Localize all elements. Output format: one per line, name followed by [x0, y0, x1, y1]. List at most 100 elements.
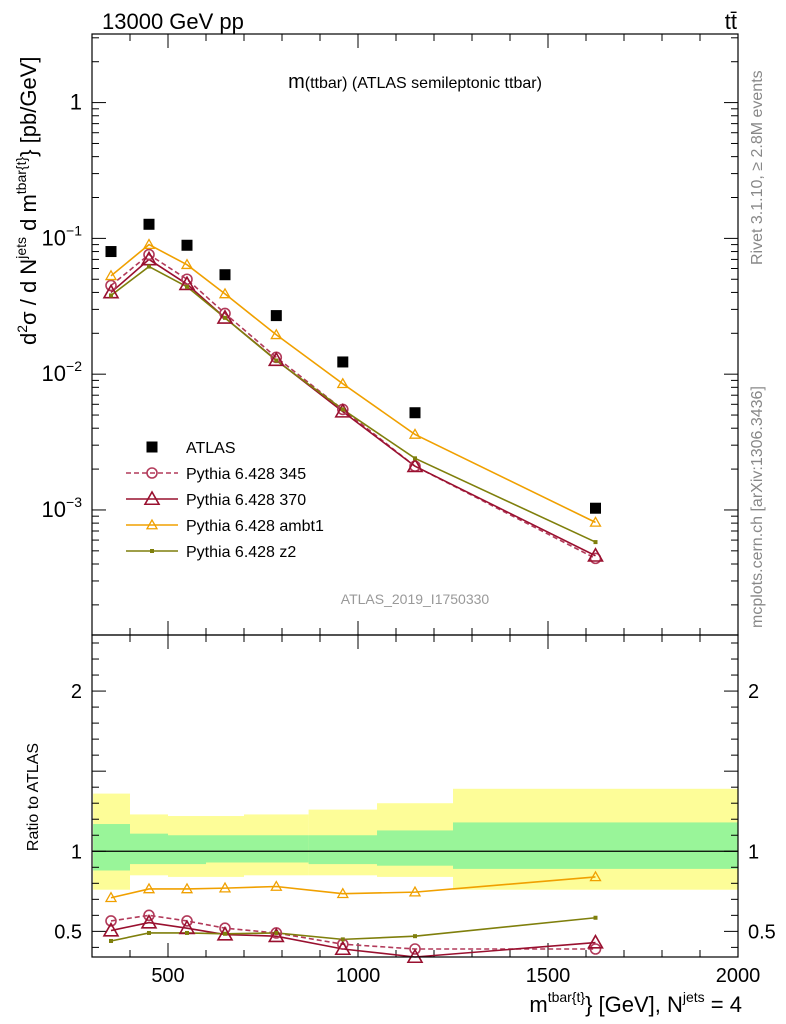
ratio-inner-band — [377, 830, 453, 866]
ratio-data-point — [143, 909, 155, 922]
legend-label: Pythia 6.428 z2 — [186, 544, 296, 561]
ratio-data-point — [102, 921, 120, 937]
watermark: ATLAS_2019_I1750330 — [341, 591, 490, 607]
ratio-inner-band — [453, 822, 738, 869]
ratio-data-point — [270, 880, 283, 891]
header-left: 13000 GeV pp — [102, 9, 244, 34]
ratio-data-point — [340, 937, 345, 942]
ratio-data-point — [147, 930, 151, 935]
ratio-y-tick-label-right: 1 — [748, 841, 759, 863]
ratio-data-point — [593, 915, 598, 920]
plot-title-main: m — [288, 71, 305, 93]
ratio-series-line — [110, 876, 596, 899]
main-data-point — [142, 238, 156, 249]
legend-marker — [143, 490, 161, 506]
ratio-y-tick-label-right: 0.5 — [748, 921, 776, 943]
ratio-data-point — [587, 933, 604, 949]
ratio-data-point — [216, 925, 234, 941]
legend-label: Pythia 6.428 370 — [186, 492, 306, 509]
legend-marker — [145, 518, 159, 530]
main-series-line — [110, 258, 596, 557]
main-data-point — [409, 407, 421, 419]
main-data-point — [185, 284, 189, 289]
ratio-inner-band — [130, 833, 168, 865]
x-tick-label: 1000 — [336, 965, 381, 987]
ratio-data-point — [589, 943, 602, 955]
main-data-point — [340, 407, 345, 412]
ratio-inner-band — [168, 835, 206, 865]
main-ticks: 10−3 10−2 10−1 1 — [42, 34, 739, 635]
main-series-line — [110, 243, 596, 524]
ratio-inner-band — [93, 824, 130, 871]
main-data-point — [178, 275, 196, 291]
main-data-point — [589, 516, 602, 527]
rivet-label: Rivet 3.1.10, ≥ 2.8M events — [749, 70, 766, 265]
main-data-point — [102, 283, 120, 299]
ratio-data-point — [104, 891, 118, 903]
ratio-inner-band — [308, 835, 377, 865]
main-data-point — [219, 269, 231, 281]
ratio-data-point — [406, 948, 424, 964]
main-series-markers — [102, 218, 604, 565]
ratio-panel: 500 1000 1500 2000 0.5 0.5 1 1 2 2 Ratio to ATLAS… — [25, 634, 776, 1017]
ratio-data-point — [109, 938, 113, 943]
ratio-data-point — [413, 934, 417, 939]
main-data-point — [223, 315, 227, 320]
main-series-line — [110, 253, 596, 560]
main-data-point — [270, 328, 283, 340]
main-data-point — [181, 273, 193, 286]
main-data-point — [104, 269, 118, 281]
ratio-data-point — [185, 930, 189, 935]
main-data-point — [143, 218, 155, 230]
x-tick-label: 500 — [151, 965, 184, 987]
legend-label: ATLAS — [186, 440, 236, 457]
ratio-data-point — [180, 882, 194, 894]
ratio-y-tick-label: 1 — [71, 841, 82, 863]
ratio-data-point — [223, 931, 227, 936]
ratio-data-point — [140, 913, 158, 929]
legend-marker — [146, 467, 158, 479]
legend-label: Pythia 6.428 ambt1 — [186, 518, 324, 535]
plot-title: m(ttbar) (ATLAS semileptonic ttbar) — [288, 71, 542, 93]
main-y-tick-label: 10−3 — [42, 494, 83, 522]
ratio-y-tick-label-right: 2 — [748, 681, 759, 703]
main-series-line — [110, 265, 596, 543]
main-data-point — [406, 457, 424, 473]
main-data-point — [413, 456, 417, 461]
main-data-point — [337, 356, 349, 368]
ratio-data-point — [409, 943, 421, 955]
plot-title-rest: (ttbar) (ATLAS semileptonic ttbar) — [305, 75, 542, 92]
x-axis-label: mtbar{t}} [GeV], Njets = 4 — [529, 989, 742, 1017]
main-data-point — [143, 248, 155, 261]
ratio-data-point — [181, 915, 193, 927]
main-data-point — [105, 246, 117, 258]
x-tick-label: 1500 — [526, 965, 571, 987]
ratio-inner-band — [244, 835, 309, 863]
main-data-point — [216, 309, 234, 324]
ratio-data-point — [589, 870, 602, 882]
main-data-point — [334, 403, 352, 418]
main-y-axis-label: d2σ / d Njets d mtbar{t}} [pb/GeV] — [13, 57, 41, 345]
ratio-data-point — [336, 887, 349, 899]
main-data-point — [270, 310, 282, 322]
legend-marker — [146, 441, 158, 453]
main-data-point — [274, 358, 279, 363]
ratio-series-line — [110, 916, 596, 942]
main-data-point — [267, 351, 285, 367]
header-right: tt̄ — [725, 9, 737, 34]
ratio-data-point — [105, 915, 117, 927]
ratio-inner-band — [206, 835, 244, 863]
x-tick-label: 2000 — [716, 965, 761, 987]
main-y-tick-label: 10−1 — [42, 222, 83, 250]
ratio-uncertainty-bands — [93, 788, 738, 890]
main-data-point — [181, 239, 193, 251]
ratio-y-tick-label: 0.5 — [54, 921, 82, 943]
ratio-data-point — [142, 882, 156, 894]
ratio-data-point — [218, 881, 232, 893]
main-panel: 10−3 10−2 10−1 1 m(ttbar) (ATLAS semilepton… — [13, 33, 739, 636]
main-data-point — [590, 502, 601, 514]
main-data-point — [180, 258, 194, 270]
legend-marker — [150, 549, 154, 553]
ratio-data-point — [267, 927, 285, 943]
ratio-series-markers — [102, 870, 604, 964]
